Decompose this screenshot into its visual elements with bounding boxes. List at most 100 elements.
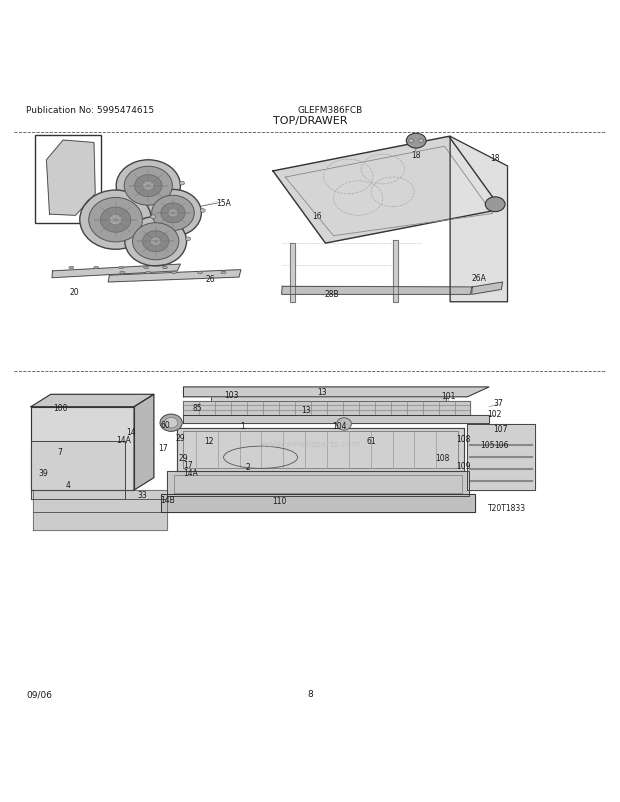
Polygon shape [108, 270, 241, 282]
Ellipse shape [418, 140, 423, 144]
Polygon shape [184, 415, 489, 423]
Text: 33: 33 [137, 491, 147, 500]
Text: 18: 18 [490, 154, 500, 164]
Polygon shape [184, 401, 471, 415]
Ellipse shape [124, 167, 172, 206]
Text: 17: 17 [183, 460, 193, 470]
Ellipse shape [125, 217, 187, 266]
Ellipse shape [69, 267, 74, 269]
Text: 85: 85 [193, 404, 203, 413]
Ellipse shape [133, 224, 179, 261]
Ellipse shape [143, 232, 169, 253]
Text: 15: 15 [88, 213, 97, 222]
Text: replacementparts.com: replacementparts.com [259, 439, 361, 448]
Ellipse shape [161, 204, 185, 224]
Polygon shape [31, 407, 134, 490]
Text: 109: 109 [456, 461, 471, 470]
Text: 13: 13 [317, 388, 327, 397]
Text: 28B: 28B [324, 290, 339, 299]
Ellipse shape [116, 160, 180, 213]
Text: 14: 14 [126, 427, 136, 436]
Polygon shape [450, 137, 508, 302]
Ellipse shape [164, 418, 178, 428]
Ellipse shape [337, 419, 352, 431]
Ellipse shape [409, 140, 414, 144]
Ellipse shape [80, 191, 151, 250]
Text: 26A: 26A [471, 273, 486, 282]
Ellipse shape [135, 176, 162, 197]
Ellipse shape [89, 198, 143, 242]
Polygon shape [161, 495, 476, 512]
Text: 26: 26 [205, 275, 215, 284]
Ellipse shape [172, 272, 177, 274]
Text: 14A: 14A [184, 468, 198, 478]
Text: 103: 103 [224, 391, 239, 399]
Ellipse shape [144, 267, 149, 269]
Polygon shape [52, 265, 180, 278]
Polygon shape [281, 287, 472, 295]
Polygon shape [393, 241, 397, 302]
Ellipse shape [168, 209, 178, 217]
Polygon shape [167, 472, 469, 496]
Ellipse shape [185, 237, 190, 241]
Polygon shape [184, 387, 489, 397]
Text: 2: 2 [246, 463, 250, 472]
Ellipse shape [118, 267, 123, 269]
Text: 52: 52 [68, 150, 77, 159]
Text: 108: 108 [435, 453, 449, 462]
Text: Publication No: 5995474615: Publication No: 5995474615 [26, 107, 154, 115]
Text: 29: 29 [175, 434, 185, 443]
Text: 20: 20 [69, 288, 79, 297]
Ellipse shape [150, 237, 161, 246]
Polygon shape [31, 441, 125, 500]
Text: 101: 101 [441, 391, 456, 400]
Ellipse shape [109, 215, 122, 225]
Ellipse shape [406, 134, 426, 149]
Ellipse shape [180, 182, 185, 186]
Ellipse shape [120, 272, 125, 274]
Text: 110: 110 [272, 496, 286, 505]
Ellipse shape [151, 216, 156, 219]
Text: 37: 37 [494, 399, 503, 407]
Polygon shape [211, 395, 446, 403]
Polygon shape [472, 282, 503, 295]
Text: TOP/DRAWER: TOP/DRAWER [273, 116, 347, 126]
Text: 4: 4 [66, 480, 71, 489]
Text: 13: 13 [301, 405, 311, 414]
Text: 12: 12 [204, 436, 213, 446]
Text: 17: 17 [158, 444, 168, 452]
Text: 105: 105 [480, 441, 495, 450]
Text: 16: 16 [312, 212, 322, 221]
Ellipse shape [144, 190, 202, 237]
Text: 09/06: 09/06 [26, 689, 52, 698]
Text: 39: 39 [38, 468, 48, 477]
Ellipse shape [162, 267, 167, 269]
Ellipse shape [198, 272, 203, 274]
Text: 15A: 15A [216, 199, 231, 209]
Text: 15A: 15A [159, 178, 174, 187]
Ellipse shape [152, 196, 194, 231]
Ellipse shape [200, 209, 205, 213]
Bar [35, 136, 102, 224]
Polygon shape [290, 244, 294, 302]
Text: T20T1833: T20T1833 [489, 504, 526, 512]
Polygon shape [31, 395, 154, 407]
Text: 18: 18 [495, 201, 505, 210]
Ellipse shape [146, 272, 151, 274]
Text: 29: 29 [178, 453, 188, 462]
Ellipse shape [221, 272, 226, 274]
Text: 7: 7 [58, 447, 63, 456]
Text: 60: 60 [160, 420, 170, 430]
Text: 61: 61 [367, 436, 376, 445]
Text: 15: 15 [171, 247, 181, 257]
Text: 106: 106 [494, 441, 508, 450]
Ellipse shape [485, 197, 505, 213]
Text: 100: 100 [53, 404, 68, 413]
Text: 107: 107 [493, 424, 507, 433]
Polygon shape [33, 500, 167, 512]
Text: GLEFM386FCB: GLEFM386FCB [298, 107, 363, 115]
Polygon shape [134, 395, 154, 490]
Text: 104: 104 [332, 421, 347, 430]
Polygon shape [467, 424, 535, 490]
Ellipse shape [94, 267, 99, 269]
